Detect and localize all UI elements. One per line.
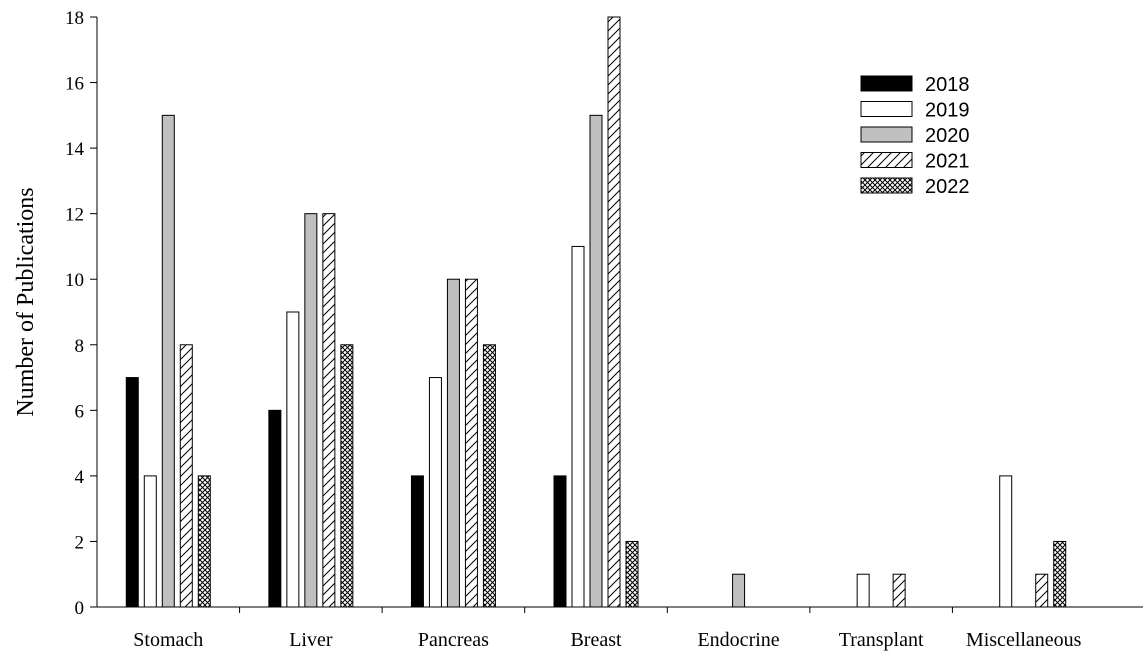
bar-2020-stomach <box>161 114 175 608</box>
bar-2019-pancreas <box>428 377 442 608</box>
bar-2020-breast <box>589 114 603 608</box>
bar-2021-breast <box>607 16 621 608</box>
bar-2020-endocrine <box>732 573 746 608</box>
x-category-label: Liver <box>289 629 333 651</box>
bar-2018-breast <box>553 475 567 608</box>
bar-2019-transplant <box>856 573 870 608</box>
y-tick-label: 4 <box>75 467 85 488</box>
bar-2022-pancreas <box>482 344 496 608</box>
y-tick-label: 12 <box>65 205 84 226</box>
legend-swatch-2021 <box>860 152 913 168</box>
legend-label-2020: 2020 <box>925 125 970 147</box>
bar-2020-liver <box>304 213 318 608</box>
x-category-label: Endocrine <box>697 629 779 651</box>
bar-2018-stomach <box>125 377 139 608</box>
y-tick-label: 14 <box>65 139 85 160</box>
y-tick-label: 8 <box>75 336 85 357</box>
bar-2022-miscellaneous <box>1053 540 1067 608</box>
y-tick-label: 0 <box>75 598 85 619</box>
bar-2021-liver <box>322 213 336 608</box>
bar-2019-stomach <box>143 475 157 608</box>
legend: 2018 2019 2020 2021 2022 <box>860 74 970 198</box>
bar-2020-pancreas <box>446 278 460 608</box>
x-category-label: Breast <box>570 629 622 651</box>
legend-label-2018: 2018 <box>925 74 970 96</box>
y-axis-title: Number of Publications <box>13 187 39 416</box>
bar-2021-miscellaneous <box>1035 573 1049 608</box>
bar-2021-stomach <box>179 344 193 608</box>
bar-2019-miscellaneous <box>999 475 1013 608</box>
legend-swatch-2018 <box>860 75 913 92</box>
y-tick-label: 18 <box>65 8 84 29</box>
y-tick-label: 10 <box>65 270 84 291</box>
y-tick-label: 6 <box>75 401 85 422</box>
legend-label-2021: 2021 <box>925 151 970 173</box>
legend-swatch-2019 <box>860 101 913 117</box>
bar-2022-liver <box>340 344 354 608</box>
bar-2022-stomach <box>197 475 211 608</box>
bar-2019-breast <box>571 245 585 608</box>
bar-2018-pancreas <box>410 475 424 608</box>
axes: 0 2 4 6 8 10 12 14 16 18 Stomach Liver Pancreas Breas… <box>65 8 1143 651</box>
x-category-label: Pancreas <box>418 629 489 651</box>
bar-2019-liver <box>286 311 300 608</box>
y-tick-label: 16 <box>65 74 84 95</box>
legend-label-2022: 2022 <box>925 176 970 198</box>
bar-2021-transplant <box>892 573 906 608</box>
bar-2022-breast <box>625 540 639 608</box>
legend-swatch-2020 <box>860 126 913 143</box>
bar-2021-pancreas <box>464 278 478 608</box>
legend-label-2019: 2019 <box>925 100 970 122</box>
bar-2018-liver <box>268 409 282 608</box>
x-category-label: Miscellaneous <box>966 629 1082 651</box>
x-category-label: Stomach <box>133 629 203 651</box>
x-category-label: Transplant <box>839 629 924 651</box>
bars <box>125 16 1067 608</box>
legend-swatch-2022 <box>860 177 913 194</box>
y-tick-label: 2 <box>75 532 85 553</box>
